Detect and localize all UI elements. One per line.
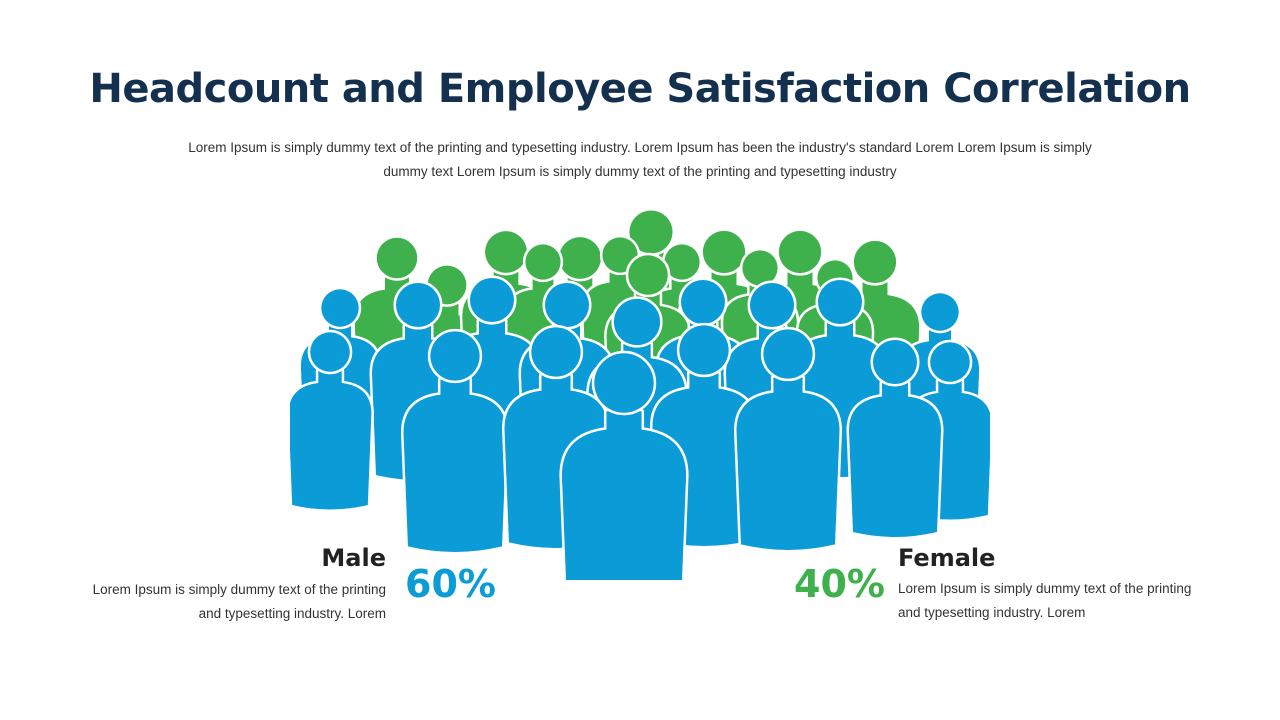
female-label: Female [898,544,996,572]
male-person-icon [290,329,374,512]
female-percentage: 40% [794,562,885,606]
male-person-icon [846,337,944,540]
male-label: Male [321,544,386,572]
slide-title: Headcount and Employee Satisfaction Corr… [89,66,1191,112]
male-person-icon [559,350,689,580]
male-percentage: 60% [405,562,496,606]
male-person-icon [400,328,510,555]
slide-subtitle: Lorem Ipsum is simply dummy text of the … [188,140,1092,179]
male-person-icon [733,326,843,553]
female-description: Lorem Ipsum is simply dummy text of the … [898,581,1192,620]
male-description: Lorem Ipsum is simply dummy text of the … [92,582,386,621]
